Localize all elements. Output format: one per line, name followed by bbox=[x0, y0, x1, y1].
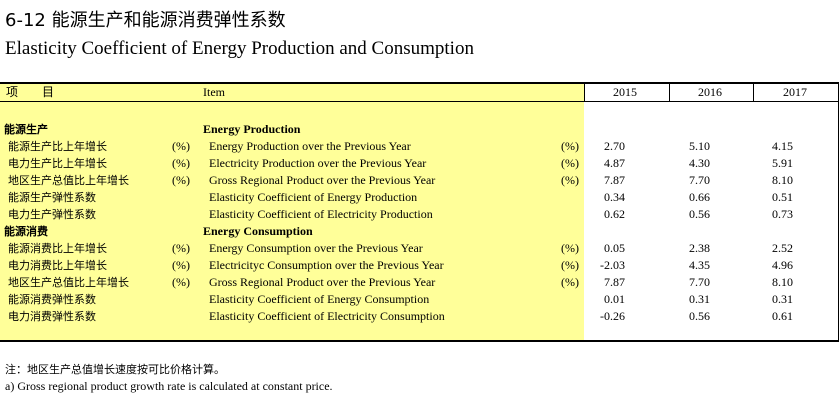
table-cell-value: 2.52 bbox=[772, 241, 793, 255]
section-heading-cn: 能源生产 bbox=[4, 123, 48, 136]
row-label-cn: 能源生产比上年增长 bbox=[8, 140, 107, 153]
row-label-en: Elasticity Coefficient of Energy Consump… bbox=[209, 292, 430, 306]
row-label-cn: 地区生产总值比上年增长 bbox=[8, 276, 129, 289]
table-cell-value: 7.70 bbox=[689, 173, 710, 187]
row-label-en: Gross Regional Product over the Previous… bbox=[209, 173, 436, 187]
section-heading-cn: 能源消费 bbox=[4, 225, 48, 238]
table-cell-value: 8.10 bbox=[772, 173, 793, 187]
row-unit-en: (%) bbox=[561, 258, 579, 272]
row-label-en: Electricity Production over the Previous… bbox=[209, 156, 427, 170]
table-cell-value: 0.56 bbox=[689, 309, 710, 323]
table-cell-value: -2.03 bbox=[600, 258, 625, 272]
table-cell-value: 0.66 bbox=[689, 190, 710, 204]
row-unit-en: (%) bbox=[561, 139, 579, 153]
table-cell-value: 0.05 bbox=[604, 241, 625, 255]
row-label-cn: 地区生产总值比上年增长 bbox=[8, 174, 129, 187]
table-cell-value: 0.01 bbox=[604, 292, 625, 306]
section-heading-en: Energy Production bbox=[203, 122, 301, 136]
row-unit-en: (%) bbox=[561, 156, 579, 170]
table-cell-value: 0.51 bbox=[772, 190, 793, 204]
footnote-chinese: 注：地区生产总值增长速度按可比价格计算。 bbox=[5, 363, 225, 376]
table-cell-value: 4.30 bbox=[689, 156, 710, 170]
table-cell-value: 4.87 bbox=[604, 156, 625, 170]
row-label-cn: 能源消费弹性系数 bbox=[8, 293, 96, 306]
table-cell-value: 0.56 bbox=[689, 207, 710, 221]
table-cell-value: 0.31 bbox=[772, 292, 793, 306]
row-unit-cn: (%) bbox=[172, 173, 190, 187]
row-label-cn: 电力消费弹性系数 bbox=[8, 310, 96, 323]
item-column-highlight bbox=[0, 84, 584, 340]
table-cell-value: -0.26 bbox=[600, 309, 625, 323]
header-year: 2016 bbox=[698, 85, 722, 99]
row-unit-cn: (%) bbox=[172, 156, 190, 170]
footnote-english: a) Gross regional product growth rate is… bbox=[5, 379, 333, 393]
row-label-en: Gross Regional Product over the Previous… bbox=[209, 275, 436, 289]
elasticity-table: 项 目 Item 2015 2016 2017 能源生产 Energy Produ… bbox=[0, 82, 839, 342]
row-label-en: Elasticity Coefficient of Electricity Pr… bbox=[209, 207, 433, 221]
table-cell-value: 4.35 bbox=[689, 258, 710, 272]
table-cell-value: 4.15 bbox=[772, 139, 793, 153]
row-label-en: Electricityc Consumption over the Previo… bbox=[209, 258, 444, 272]
table-cell-value: 4.96 bbox=[772, 258, 793, 272]
header-year: 2015 bbox=[613, 85, 637, 99]
row-label-cn: 电力消费比上年增长 bbox=[8, 259, 107, 272]
row-label-cn: 电力生产弹性系数 bbox=[8, 208, 96, 221]
row-unit-cn: (%) bbox=[172, 241, 190, 255]
column-divider bbox=[753, 84, 754, 101]
page-title-english: Elasticity Coefficient of Energy Product… bbox=[5, 38, 474, 59]
row-unit-cn: (%) bbox=[172, 139, 190, 153]
header-year: 2017 bbox=[783, 85, 807, 99]
table-cell-value: 0.34 bbox=[604, 190, 625, 204]
row-label-cn: 能源生产弹性系数 bbox=[8, 191, 96, 204]
table-cell-value: 0.31 bbox=[689, 292, 710, 306]
row-unit-cn: (%) bbox=[172, 275, 190, 289]
row-label-en: Elasticity Coefficient of Energy Product… bbox=[209, 190, 418, 204]
table-cell-value: 5.10 bbox=[689, 139, 710, 153]
row-label-cn: 电力生产比上年增长 bbox=[8, 157, 107, 170]
column-divider bbox=[584, 84, 585, 101]
section-heading-en: Energy Consumption bbox=[203, 224, 313, 238]
table-cell-value: 5.91 bbox=[772, 156, 793, 170]
table-cell-value: 7.87 bbox=[604, 173, 625, 187]
column-divider bbox=[669, 84, 670, 101]
table-cell-value: 0.62 bbox=[604, 207, 625, 221]
header-divider bbox=[0, 101, 839, 102]
row-label-en: Energy Consumption over the Previous Yea… bbox=[209, 241, 423, 255]
row-unit-en: (%) bbox=[561, 241, 579, 255]
table-cell-value: 2.70 bbox=[604, 139, 625, 153]
row-label-cn: 能源消费比上年增长 bbox=[8, 242, 107, 255]
table-cell-value: 7.70 bbox=[689, 275, 710, 289]
header-item-en: Item bbox=[203, 85, 225, 99]
row-label-en: Elasticity Coefficient of Electricity Co… bbox=[209, 309, 445, 323]
table-cell-value: 7.87 bbox=[604, 275, 625, 289]
row-unit-cn: (%) bbox=[172, 258, 190, 272]
table-cell-value: 0.61 bbox=[772, 309, 793, 323]
row-unit-en: (%) bbox=[561, 173, 579, 187]
header-item-cn: 项 目 bbox=[6, 85, 55, 99]
page-title-chinese: 6-12 能源生产和能源消费弹性系数 bbox=[5, 10, 286, 31]
row-unit-en: (%) bbox=[561, 275, 579, 289]
row-label-en: Energy Production over the Previous Year bbox=[209, 139, 411, 153]
table-cell-value: 0.73 bbox=[772, 207, 793, 221]
table-cell-value: 8.10 bbox=[772, 275, 793, 289]
table-cell-value: 2.38 bbox=[689, 241, 710, 255]
